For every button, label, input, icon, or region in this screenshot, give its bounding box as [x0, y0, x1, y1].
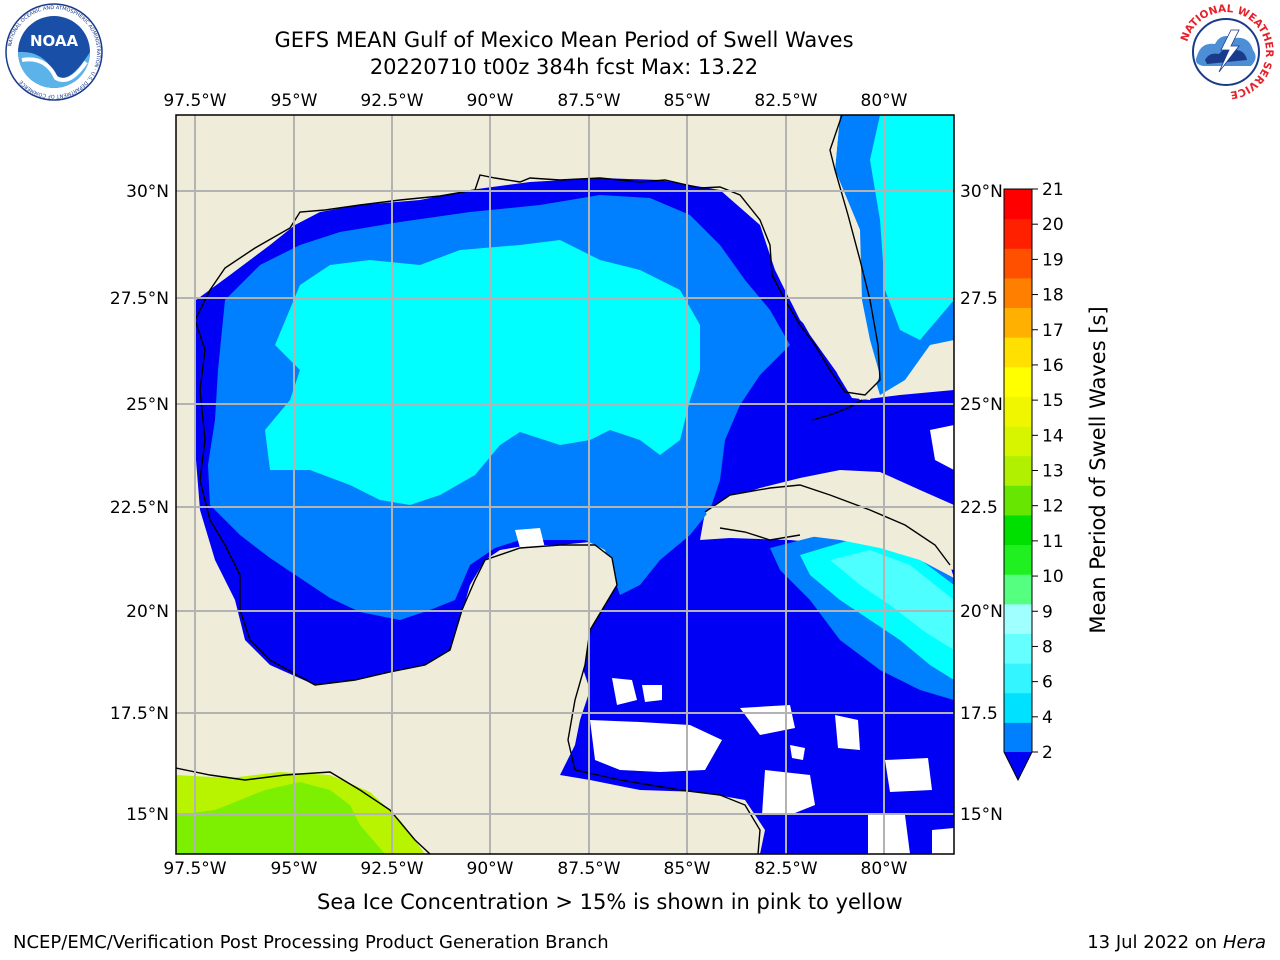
lat-label-right: 17.5: [960, 704, 998, 724]
swell-pacific-low: [176, 782, 385, 854]
colorbar-tick-label: 20: [1042, 215, 1064, 235]
lon-label-top: 95°W: [271, 91, 318, 111]
colorbar-band: [1004, 485, 1032, 516]
sea-ice-caption: Sea Ice Concentration > 15% is shown in …: [317, 890, 903, 914]
colorbar-tick-label: 13: [1042, 462, 1064, 482]
land-masses: [460, 115, 954, 780]
graticule: [176, 115, 954, 854]
lon-label-top: 87.5°W: [557, 91, 620, 111]
colorbar-tick-label: 8: [1042, 637, 1053, 657]
swell-caribbean-level-8: [830, 550, 954, 650]
colorbar-tick-label: 19: [1042, 250, 1064, 270]
lat-label-right: 20°N: [960, 602, 1003, 622]
lat-label-left: 17.5°N: [110, 704, 169, 724]
colorbar-band: [1004, 692, 1032, 723]
colorbar-tick-label: 17: [1042, 321, 1064, 341]
map-title: GEFS MEAN Gulf of Mexico Mean Period of …: [274, 28, 854, 52]
colorbar-tick-label: 15: [1042, 391, 1064, 411]
lon-label-top: 80°W: [861, 91, 908, 111]
colorbar-band: [1004, 603, 1032, 634]
colorbar-band: [1004, 277, 1032, 309]
colorbar-tick-label: 2: [1042, 743, 1053, 763]
noaa-logo: NOAA NATIONAL OCEANIC AND ATMOSPHERIC AD…: [5, 3, 103, 101]
colorbar-tick-label: 9: [1042, 602, 1053, 622]
colorbar-tick-label: 11: [1042, 532, 1064, 552]
lat-label-left: 22.5°N: [110, 498, 169, 518]
colorbar-label: Mean Period of Swell Waves [s]: [1086, 306, 1110, 634]
colorbar-band: [1004, 514, 1032, 546]
lon-label-top: 92.5°W: [360, 91, 423, 111]
colorbar-tick-label: 21: [1042, 180, 1064, 200]
colorbar-band: [1004, 574, 1032, 605]
colorbar-tick-label: 12: [1042, 497, 1064, 517]
footer-credit: NCEP/EMC/Verification Post Processing Pr…: [13, 932, 609, 953]
lon-label-bottom: 92.5°W: [360, 859, 423, 879]
lat-label-left: 20°N: [126, 602, 169, 622]
lon-label-bottom: 85°W: [664, 859, 711, 879]
colorbar-band: [1004, 307, 1032, 338]
lat-label-right: 27.5: [960, 289, 998, 309]
lat-label-left: 15°N: [126, 805, 169, 825]
lat-label-right: 30°N: [960, 182, 1003, 202]
lon-label-bottom: 80°W: [861, 859, 908, 879]
swell-level-6: [265, 240, 700, 505]
colorbar-band: [1004, 218, 1032, 249]
colorbar-band: [1004, 544, 1032, 575]
colorbar-ticks: 21 20 19 18 17 16 15 14 13 12 11 10 9 8 6 4 2: [1032, 180, 1064, 763]
map-frame: [175, 114, 955, 855]
noaa-logo-text: NOAA: [30, 32, 79, 50]
lon-label-bottom: 82.5°W: [754, 859, 817, 879]
colorbar-band: [1004, 663, 1032, 694]
colorbar-band: [1004, 337, 1032, 368]
colorbar-band: [1004, 366, 1032, 397]
coastline: [176, 115, 951, 854]
lat-label-left: 27.5°N: [110, 289, 169, 309]
lon-label-top: 97.5°W: [163, 91, 226, 111]
colorbar-extend-arrow: [1004, 752, 1032, 780]
lon-label-top: 85°W: [664, 91, 711, 111]
lon-label-bottom: 90°W: [467, 859, 514, 879]
colorbar: 21 20 19 18 17 16 15 14 13 12 11 10 9 8 6 4 2: [1003, 180, 1064, 782]
colorbar-band: [1004, 633, 1032, 664]
colorbar-bands: [1004, 189, 1032, 753]
colorbar-band: [1004, 248, 1032, 279]
colorbar-tick-label: 10: [1042, 567, 1064, 587]
colorbar-tick-label: 6: [1042, 673, 1053, 693]
colorbar-band: [1004, 396, 1032, 427]
lat-label-left: 30°N: [126, 182, 169, 202]
colorbar-frame: [1003, 188, 1033, 782]
lat-label-right: 22.5: [960, 498, 998, 518]
lon-label-bottom: 95°W: [271, 859, 318, 879]
footer-date-text: 13 Jul 2022 on: [1087, 932, 1223, 953]
map-area: [176, 115, 954, 854]
colorbar-band: [1004, 426, 1032, 457]
colorbar-band: [1004, 189, 1032, 220]
footer-date: 13 Jul 2022 on Hera: [1087, 932, 1266, 953]
colorbar-band: [1004, 455, 1032, 486]
nws-logo: NATIONAL WEATHER SERVICE: [1179, 3, 1275, 101]
lon-label-bottom: 87.5°W: [557, 859, 620, 879]
lat-label-right: 15°N: [960, 805, 1003, 825]
lon-label-top: 90°W: [467, 91, 514, 111]
lat-label-left: 25°N: [126, 395, 169, 415]
colorbar-tick-label: 18: [1042, 286, 1064, 306]
swell-atlantic-level-6: [870, 115, 954, 340]
lon-label-top: 82.5°W: [754, 91, 817, 111]
lon-label-bottom: 97.5°W: [163, 859, 226, 879]
lat-label-right: 25°N: [960, 395, 1003, 415]
map-subtitle: 20220710 t00z 384h fcst Max: 13.22: [369, 55, 759, 79]
colorbar-band: [1004, 722, 1032, 753]
colorbar-tick-label: 14: [1042, 426, 1064, 446]
colorbar-tick-label: 4: [1042, 708, 1053, 728]
footer-machine: Hera: [1222, 932, 1266, 953]
colorbar-tick-label: 16: [1042, 356, 1064, 376]
